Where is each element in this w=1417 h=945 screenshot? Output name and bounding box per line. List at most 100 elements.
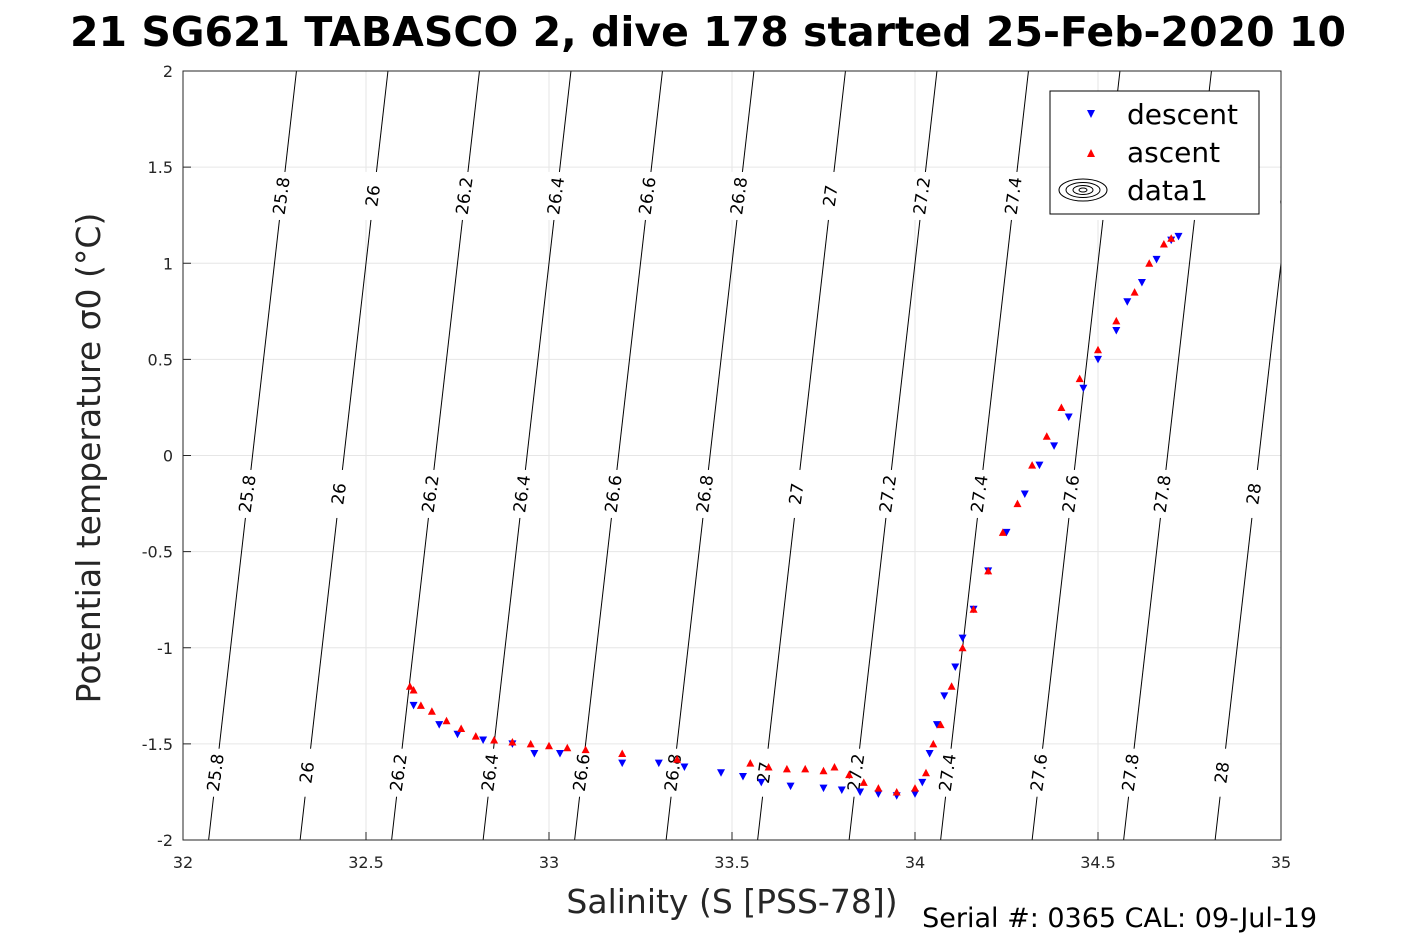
descent-point <box>654 759 663 768</box>
x-tick-label: 32 <box>173 853 193 872</box>
legend-data1-contour-icon <box>1058 178 1108 202</box>
isopycnal-label-bg <box>545 171 568 220</box>
ascent-point <box>405 682 414 690</box>
isopycnal-label-bg <box>1120 748 1143 797</box>
ascent-point <box>746 759 755 767</box>
descent-point <box>1079 384 1088 393</box>
ascent-point <box>471 732 480 740</box>
x-tick-label: 35 <box>1271 853 1291 872</box>
ascent-point <box>958 643 967 652</box>
isopycnal-label-bg <box>571 748 594 797</box>
descent-point <box>1094 355 1102 364</box>
descent-point <box>940 692 949 700</box>
x-axis-label: Salinity (S [PSS-78]) <box>566 882 897 921</box>
descent-point <box>453 730 462 739</box>
ascent-point <box>427 707 436 715</box>
x-tick-label: 33 <box>539 853 559 872</box>
descent-point <box>435 721 444 729</box>
legend: descent ascent data1 <box>1049 90 1260 215</box>
chart-title: 21 SG621 TABASCO 2, dive 178 started 25-… <box>70 8 1346 56</box>
legend-ascent-marker <box>1087 149 1095 157</box>
x-tick-label: 32.5 <box>348 853 384 872</box>
isopycnal-label-bg <box>603 469 626 518</box>
ascent-point <box>929 739 938 748</box>
isopycnal-label-bg <box>328 469 351 518</box>
legend-descent-marker <box>1087 110 1095 118</box>
descent-point <box>918 778 927 787</box>
ascent-point <box>1159 240 1168 248</box>
legend-ascent-label: ascent <box>1127 136 1220 169</box>
isopycnal-label-bg <box>754 748 777 797</box>
ascent-point <box>1013 499 1022 508</box>
x-tick-label: 33.5 <box>714 853 750 872</box>
legend-box <box>1049 90 1260 215</box>
isopycnal-label-bg <box>388 748 411 797</box>
ascent-point <box>618 749 627 757</box>
ascent-point <box>490 736 499 744</box>
ascent-point <box>1112 316 1121 325</box>
isopycnal-label-bg <box>511 469 534 518</box>
isopycnal-label: 26 <box>296 761 319 785</box>
isopycnal-label-bg <box>271 171 294 220</box>
y-axis-label: Potential temperature σ0 (°C) <box>69 213 108 704</box>
descent-point <box>819 784 828 793</box>
descent-point <box>680 763 689 771</box>
ascent-point <box>969 605 978 613</box>
descent-point <box>717 769 726 777</box>
axis-ticks: 32 32.5 33 33.5 34 34.5 35 -2 -1.5 -1 -0.5 0 0.5 1 1.5… <box>142 62 1291 872</box>
y-tick-label: -2 <box>157 831 173 850</box>
isopycnal-label: 27 <box>820 184 843 208</box>
isopycnal-label: 28 <box>1211 761 1234 785</box>
ascent-point <box>442 716 451 725</box>
descent-point <box>530 749 539 758</box>
ascent-point <box>1028 461 1037 469</box>
isopycnal-label: 27 <box>754 761 777 785</box>
ascent-point <box>921 768 930 777</box>
y-tick-label: 1.5 <box>148 158 173 177</box>
ascent-point <box>859 778 868 786</box>
ascent-point <box>508 737 517 746</box>
isopycnal-label-bg <box>1060 469 1083 518</box>
ascent-point <box>409 686 418 694</box>
descent-point <box>757 778 766 787</box>
ascent-point <box>947 682 956 690</box>
isopycnal-label-bg <box>820 171 843 220</box>
descent-point <box>874 790 883 798</box>
descent-point <box>911 790 919 798</box>
ascent-point <box>581 745 590 754</box>
ascent-point <box>526 739 535 748</box>
isopycnal-label-bg <box>1277 171 1281 220</box>
isopycnal-line <box>1214 258 1281 840</box>
y-tick-label: -1 <box>157 639 173 658</box>
ascent-point <box>830 762 839 771</box>
isopycnal-label-bg <box>937 748 960 797</box>
ascent-point <box>998 528 1007 536</box>
y-tick-label: 2 <box>163 62 173 81</box>
descent-point <box>618 759 627 768</box>
ascent-point <box>563 743 572 752</box>
ascent-point <box>1094 345 1102 354</box>
ascent-point <box>936 720 945 729</box>
y-tick-label: 0 <box>163 447 173 466</box>
ascent-point <box>1075 374 1084 383</box>
ascent-point <box>673 755 682 763</box>
isopycnal-label-bg <box>1003 171 1026 220</box>
ascent-point <box>764 762 773 771</box>
isopycnal-label-bg <box>296 748 319 797</box>
x-tick-label: 34.5 <box>1080 853 1116 872</box>
descent-point <box>1050 442 1059 450</box>
ascent-point <box>911 784 919 792</box>
ascent-point <box>1167 234 1176 242</box>
descent-point <box>856 788 865 796</box>
isopycnal-label-bg <box>911 171 934 220</box>
isopycnal-label: 28 <box>1243 482 1266 506</box>
descent-point <box>1064 413 1073 422</box>
y-tick-label: 1 <box>163 254 173 273</box>
descent-point <box>786 782 795 791</box>
ascent-point <box>782 764 791 773</box>
descent-point <box>738 773 747 781</box>
descent-point <box>1035 461 1044 470</box>
isopycnal-label-bg <box>786 469 809 518</box>
ascent-point <box>1057 403 1066 411</box>
